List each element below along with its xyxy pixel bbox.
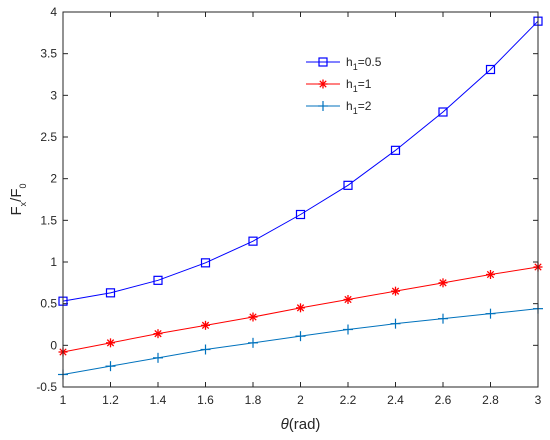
y-tick-label: 0 — [50, 338, 57, 352]
plot-area-box — [62, 11, 539, 388]
data-point — [201, 320, 210, 330]
legend-label-main: h — [346, 99, 353, 113]
legend-label-sub: 1 — [353, 84, 358, 94]
series-h1=1 — [58, 262, 543, 357]
legend-label-rest: =1 — [358, 77, 372, 91]
data-point — [153, 275, 163, 285]
series-line — [62, 20, 539, 302]
legend-entry: h1=0.5 — [306, 55, 382, 72]
data-point — [248, 337, 258, 348]
data-point — [153, 352, 163, 363]
y-axis-label-sub-x: x — [18, 201, 28, 206]
x-tick-label: 1 — [60, 393, 67, 407]
x-tick-label: 2 — [297, 393, 304, 407]
data-point — [438, 278, 448, 288]
data-point — [200, 258, 211, 268]
data-point — [318, 57, 328, 67]
data-point — [200, 344, 211, 355]
axis-ticks: 1 1.2 1.4 1.6 1.8 2 2.2 2.4 2.6 2.8 3 -0.5 0 0.5 1 1.5 2… — [36, 5, 541, 407]
y-axis-label-sub-0: 0 — [18, 183, 28, 188]
data-point — [485, 64, 496, 75]
y-axis-label: Fx/F0 — [8, 183, 28, 215]
x-tick-label: 1.4 — [150, 393, 167, 407]
legend-label-rest: =0.5 — [358, 55, 382, 69]
legend-label-sub: 1 — [353, 62, 358, 72]
legend-label-sub: 1 — [353, 106, 358, 116]
x-tick-label: 2.2 — [340, 393, 357, 407]
legend-label: h1=2 — [346, 99, 372, 116]
y-tick-label: 3.5 — [40, 47, 57, 61]
data-point — [438, 313, 448, 324]
x-tick-label: 1.2 — [102, 393, 119, 407]
legend: h1=0.5h1=1h1=2 — [306, 55, 382, 116]
data-point — [318, 79, 328, 89]
y-tick-label: 0.5 — [40, 297, 57, 311]
data-point — [390, 318, 401, 329]
x-axis-label-unit: (rad) — [289, 416, 321, 433]
y-tick-label: 4 — [50, 5, 57, 19]
data-point — [153, 329, 163, 339]
x-axis-label-symbol: θ — [281, 416, 289, 433]
x-axis-label: θ(rad) — [281, 416, 321, 433]
data-point — [318, 101, 328, 111]
legend-label-main: h — [346, 77, 353, 91]
data-point — [438, 107, 448, 117]
data-point — [343, 324, 353, 335]
data-point — [106, 338, 115, 348]
legend-entry: h1=2 — [306, 99, 372, 116]
series-h1=0.5 — [58, 16, 543, 306]
series-layer — [58, 16, 543, 380]
y-tick-label: -0.5 — [36, 380, 57, 394]
x-tick-label: 2.6 — [435, 393, 452, 407]
x-tick-label: 1.6 — [197, 393, 214, 407]
data-point — [295, 209, 306, 220]
data-point — [486, 270, 495, 279]
data-point — [105, 361, 116, 372]
data-point — [248, 236, 258, 246]
x-tick-label: 3 — [535, 393, 542, 407]
y-tick-label: 1 — [50, 255, 57, 269]
data-point — [343, 180, 353, 190]
data-point — [390, 145, 401, 155]
y-tick-label: 3 — [50, 88, 57, 102]
y-axis-label-main: F — [8, 206, 25, 215]
data-point — [343, 295, 353, 304]
y-tick-label: 2.5 — [40, 130, 57, 144]
data-point — [391, 286, 400, 296]
legend-label: h1=1 — [346, 77, 372, 94]
data-point — [295, 331, 306, 342]
series-line — [62, 308, 539, 375]
y-axis-label-mid: /F — [8, 189, 25, 202]
y-tick-label: 2 — [50, 172, 57, 186]
y-tick-label: 1.5 — [40, 213, 57, 227]
x-tick-label: 1.8 — [245, 393, 262, 407]
series-h1=2 — [58, 303, 543, 380]
x-tick-label: 2.4 — [387, 393, 404, 407]
data-point — [296, 303, 305, 313]
x-tick-label: 2.8 — [482, 393, 499, 407]
data-point — [248, 312, 258, 322]
legend-label: h1=0.5 — [346, 55, 382, 72]
legend-entry: h1=1 — [306, 77, 372, 94]
legend-label-rest: =2 — [358, 99, 372, 113]
legend-label-main: h — [346, 55, 353, 69]
data-point — [105, 288, 116, 298]
data-point — [485, 308, 496, 319]
